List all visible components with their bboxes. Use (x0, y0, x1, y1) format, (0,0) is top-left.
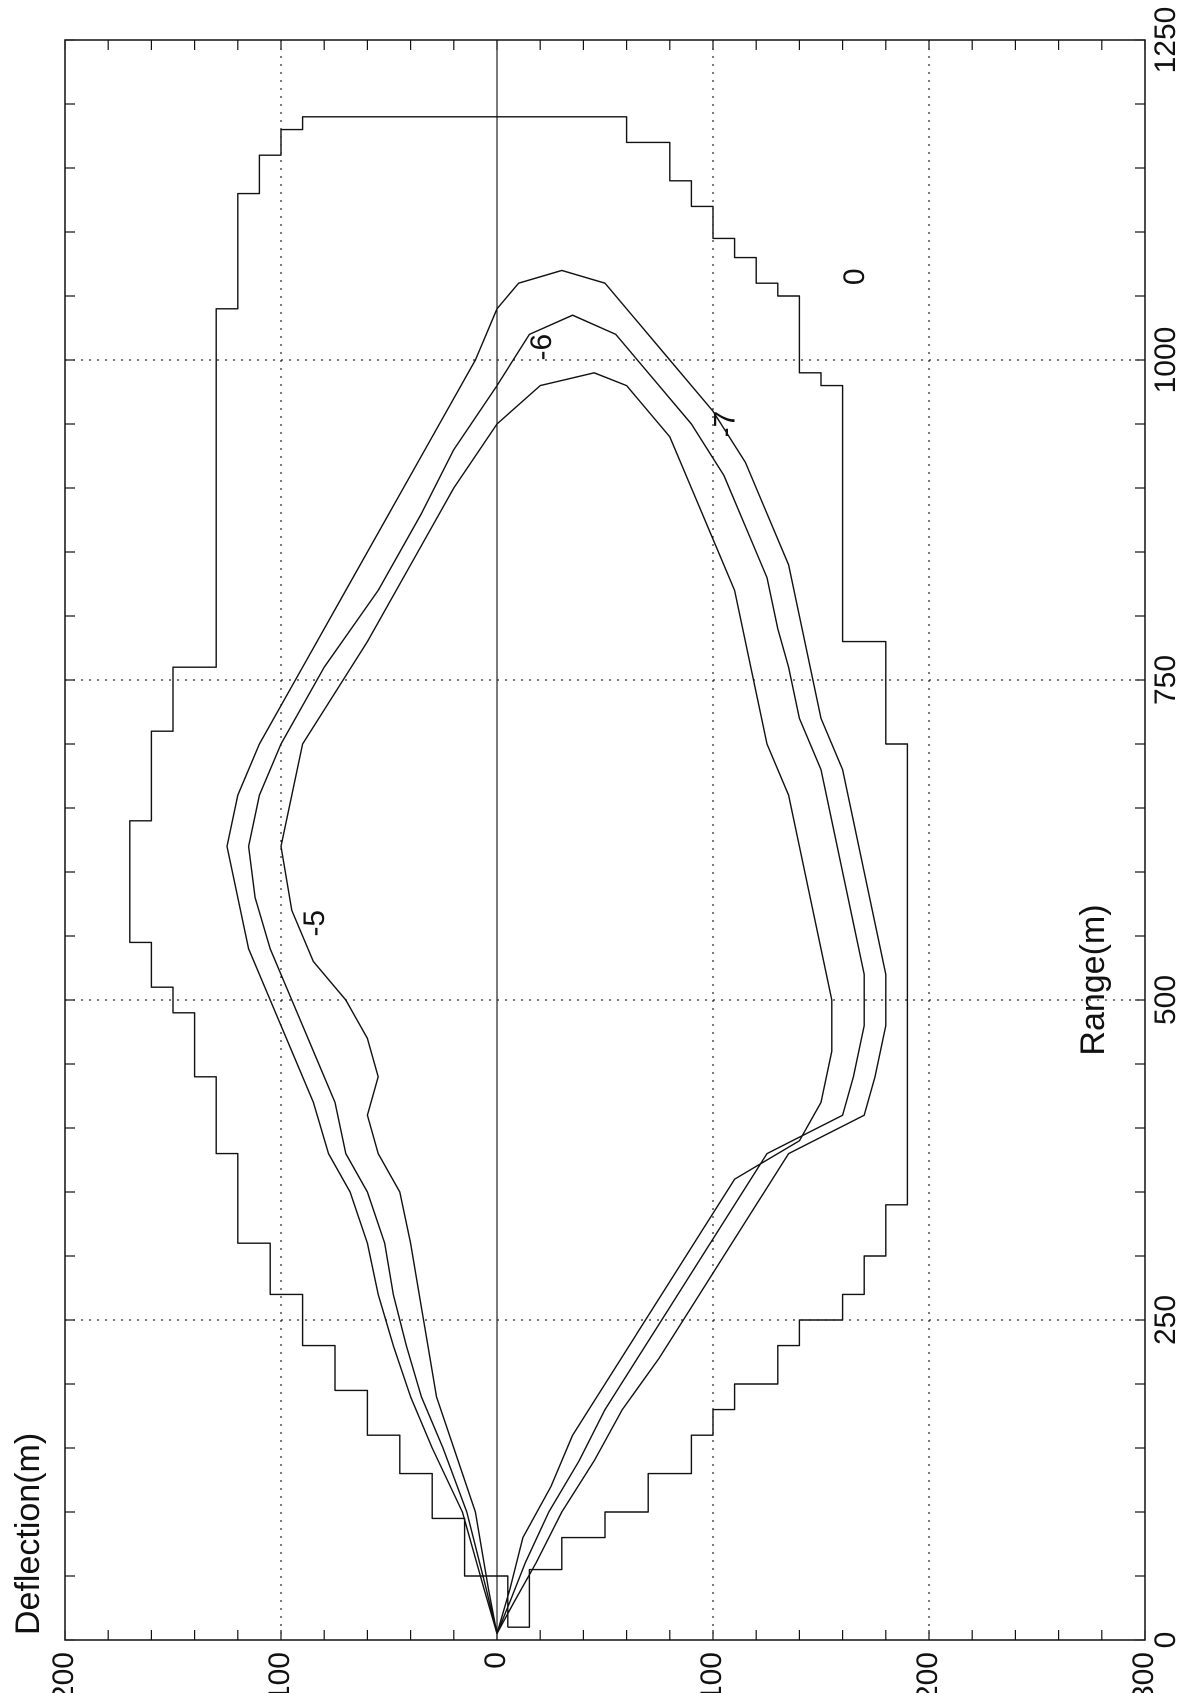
contour-label: -5 (298, 910, 331, 937)
contour-label: -7 (709, 411, 742, 438)
deflection-tick-label: 100 (263, 1652, 296, 1693)
deflection-tick-label: -200 (911, 1652, 944, 1693)
tick-marks (64, 39, 1146, 1641)
range-tick-label: 750 (1149, 655, 1182, 705)
range-tick-label: 1250 (1149, 7, 1182, 74)
deflection-axis-title: Deflection(m) (9, 1433, 47, 1635)
deflection-tick-label: -300 (1127, 1652, 1160, 1693)
range-tick-label: 1000 (1149, 327, 1182, 394)
deflection-tick-label: 200 (47, 1652, 80, 1693)
grid-lines (65, 40, 1145, 1640)
contour-label: 0 (838, 268, 871, 285)
plot-frame (64, 39, 1146, 1641)
deflection-tick-label: 0 (479, 1652, 512, 1669)
contour-line-minus-5 (280, 372, 833, 1634)
range-tick-label: 500 (1149, 975, 1182, 1025)
contour-labels: 0 -5 -6 -7 (298, 268, 871, 936)
range-tick-label: 0 (1149, 1632, 1182, 1649)
range-axis-title: Range(m) (1074, 904, 1112, 1055)
contour-line-minus-7 (226, 269, 887, 1634)
contour-line-0 (129, 116, 909, 1628)
contour-line-minus-6 (247, 314, 865, 1634)
range-tick-label: 250 (1149, 1295, 1182, 1345)
deflection-tick-label: -100 (695, 1652, 728, 1693)
series-group (129, 116, 909, 1634)
contour-label: -6 (525, 334, 558, 361)
